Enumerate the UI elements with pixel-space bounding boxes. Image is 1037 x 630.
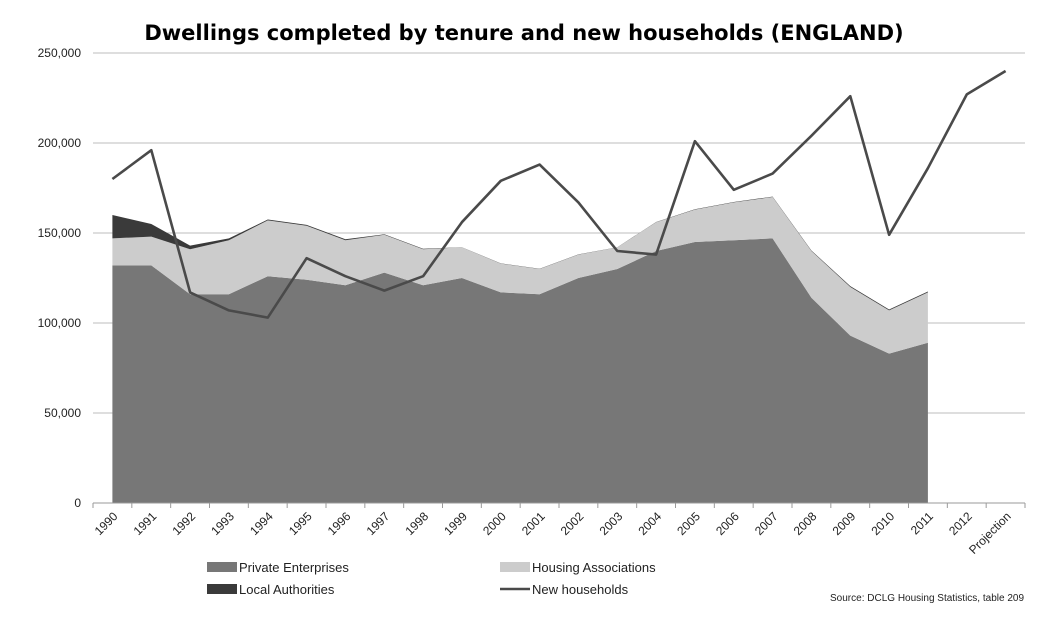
y-tick-label: 0	[74, 496, 81, 510]
legend-label: Housing Associations	[532, 560, 656, 575]
x-tick-label: 1995	[286, 509, 315, 538]
legend-label: New households	[532, 582, 629, 597]
x-tick-label: 2012	[946, 509, 975, 538]
legend-label: Private Enterprises	[239, 560, 349, 575]
legend-swatch	[207, 562, 237, 572]
area-housing-associations	[112, 197, 928, 354]
x-tick-label: 2005	[674, 509, 703, 538]
x-tick-label: 2006	[713, 509, 742, 538]
x-tick-label: 1998	[402, 509, 431, 538]
x-tick-label: 2003	[597, 509, 626, 538]
y-tick-label: 100,000	[38, 316, 82, 330]
x-tick-label: 1993	[208, 509, 237, 538]
x-tick-label: Projection	[966, 509, 1014, 557]
x-tick-label: 2004	[635, 509, 664, 538]
stacked-areas	[112, 196, 928, 503]
x-tick-label: 2002	[558, 509, 587, 538]
line-series	[111, 69, 1007, 319]
x-tick-label: 1999	[441, 509, 470, 538]
x-tick-label: 1992	[169, 509, 198, 538]
legend-item: Housing Associations	[500, 560, 656, 575]
legend-label: Local Authorities	[239, 582, 335, 597]
x-tick-label: 2009	[830, 509, 859, 538]
legend: Private Enterprises Housing Associations L…	[207, 560, 656, 597]
x-tick-label: 2010	[868, 509, 897, 538]
source-note: Source: DCLG Housing Statistics, table 2…	[830, 593, 1024, 604]
y-tick-label: 250,000	[38, 46, 82, 60]
line-new-households	[111, 69, 1007, 319]
legend-item: New households	[500, 582, 629, 597]
x-tick-label: 2007	[752, 509, 781, 538]
y-tick-label: 50,000	[44, 406, 81, 420]
area-private-enterprises	[112, 238, 928, 503]
y-tick-label: 150,000	[38, 226, 82, 240]
legend-swatch	[500, 562, 530, 572]
x-tick-label: 2011	[908, 509, 936, 537]
x-tick-label: 1990	[92, 509, 121, 538]
chart-title: Dwellings completed by tenure and new ho…	[144, 21, 903, 45]
x-tick-label: 1997	[364, 509, 393, 538]
legend-swatch	[207, 584, 237, 594]
x-tick-label: 2000	[480, 509, 509, 538]
x-tick-label: 2001	[519, 509, 548, 538]
x-tick-label: 2008	[791, 509, 820, 538]
x-tick-label: 1994	[247, 509, 276, 538]
x-tick-label: 1996	[325, 509, 354, 538]
legend-item: Private Enterprises	[207, 560, 349, 575]
y-tick-label: 200,000	[38, 136, 82, 150]
x-tick-label: 1991	[131, 509, 160, 538]
legend-item: Local Authorities	[207, 582, 335, 597]
